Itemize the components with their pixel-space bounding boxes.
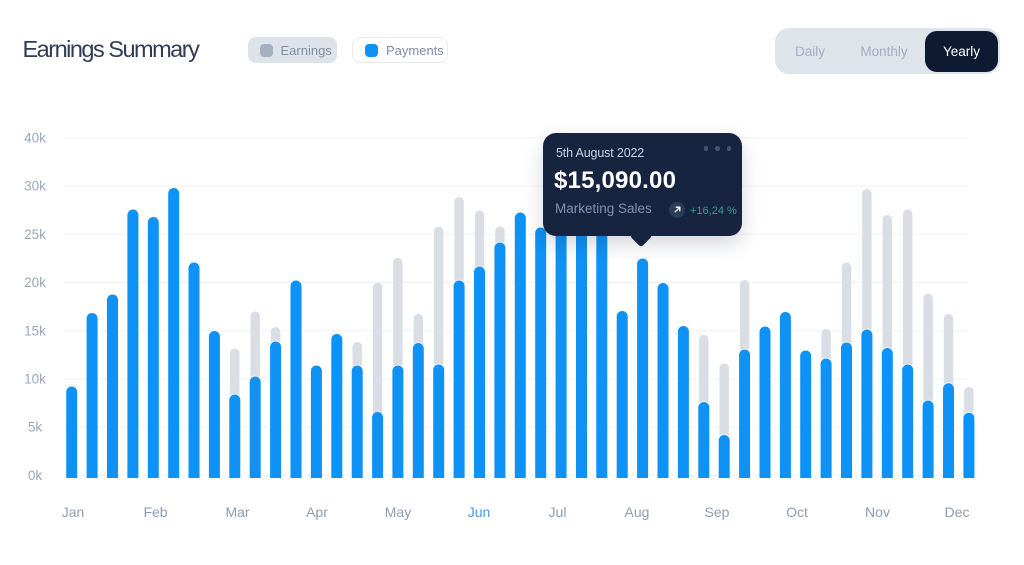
svg-text:0k: 0k [28,468,43,483]
svg-text:Feb: Feb [143,504,167,520]
svg-text:May: May [385,504,411,520]
svg-text:Mar: Mar [225,504,249,520]
svg-text:Jul: Jul [549,504,567,520]
svg-text:Aug: Aug [625,504,650,520]
svg-text:10k: 10k [24,372,46,387]
svg-text:Dec: Dec [945,504,970,520]
svg-text:40k: 40k [24,131,46,146]
svg-text:Jan: Jan [62,504,85,520]
svg-text:30k: 30k [24,179,46,194]
svg-text:Sep: Sep [705,504,730,520]
svg-text:Oct: Oct [786,504,808,520]
svg-text:Jun: Jun [468,504,491,520]
svg-text:5k: 5k [28,420,43,435]
svg-text:Apr: Apr [306,504,328,520]
svg-text:Nov: Nov [865,504,890,520]
svg-text:20k: 20k [24,275,46,290]
svg-text:15k: 15k [24,323,46,338]
svg-text:25k: 25k [24,227,46,242]
